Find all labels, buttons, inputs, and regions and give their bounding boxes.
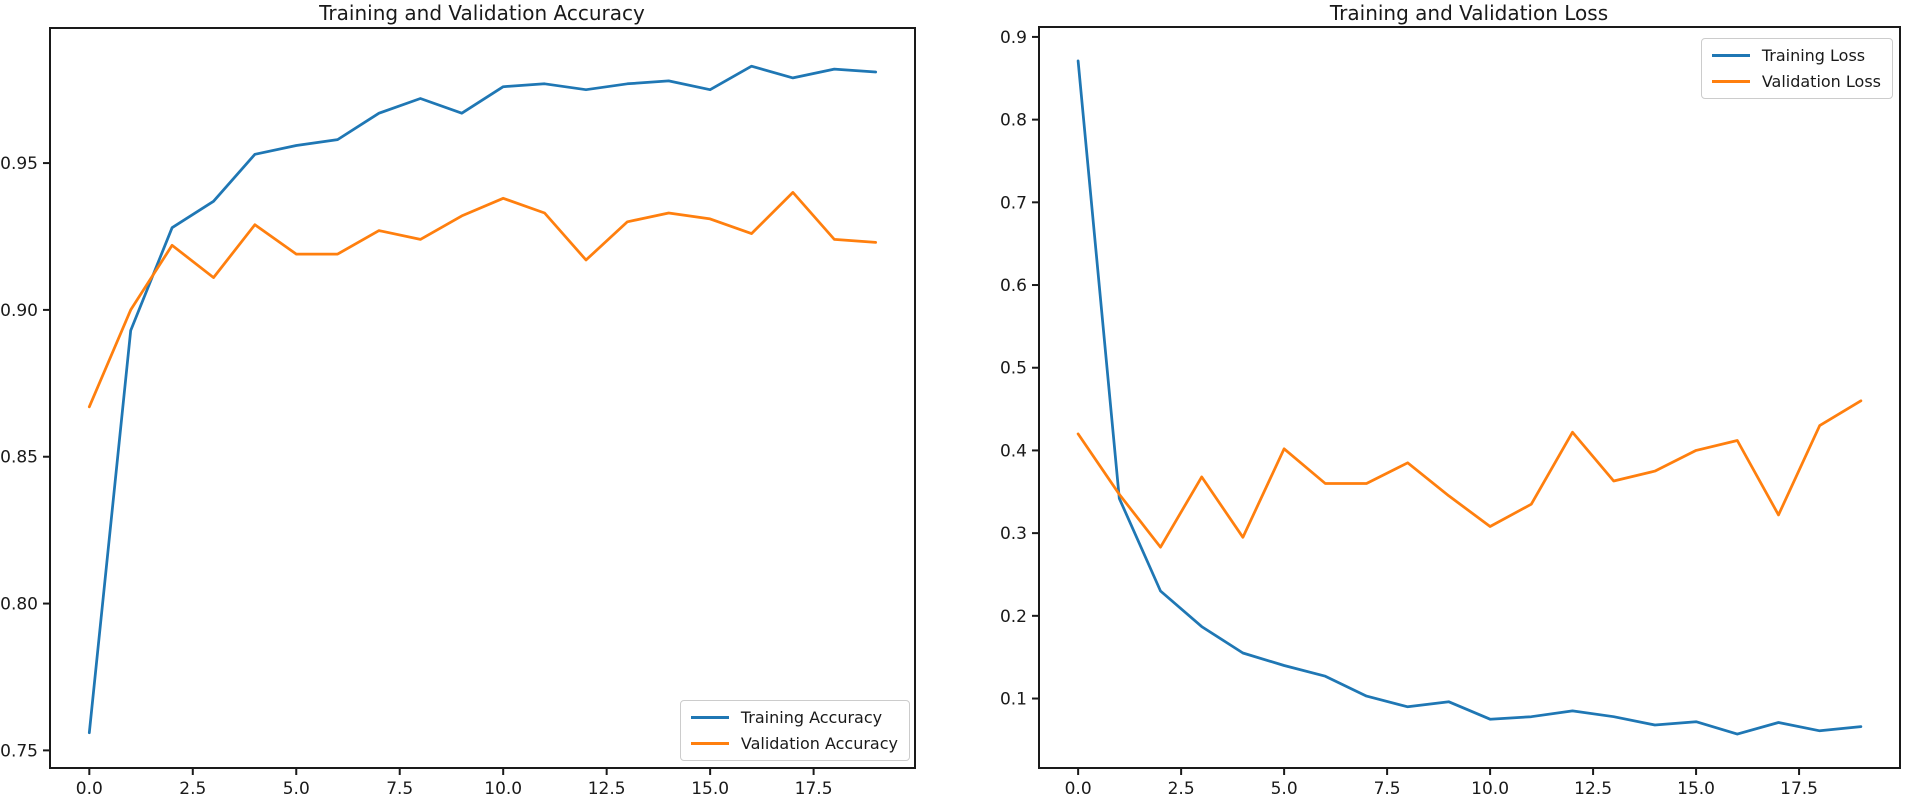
x-tick-label: 2.5 (1168, 779, 1195, 797)
training-loss-line (1076, 59, 1863, 736)
legend-entry-training-loss: Training Loss (1711, 46, 1881, 65)
x-tick-label: 10.0 (484, 779, 522, 797)
legend-entry-validation-loss: Validation Loss (1711, 72, 1881, 91)
y-tick-label: 0.95 (0, 154, 38, 174)
axes-spines (49, 27, 916, 769)
legend-label-training-loss: Training Loss (1761, 46, 1866, 65)
loss-chart-title: Training and Validation Loss (1329, 1, 1609, 25)
legend-label-validation-loss: Validation Loss (1761, 72, 1881, 91)
loss-legend: Training Loss Validation Loss (1700, 38, 1893, 99)
x-tick-label: 2.5 (179, 779, 206, 797)
x-tick-label: 17.5 (1780, 779, 1818, 797)
y-tick-label: 0.2 (1000, 607, 1027, 627)
validation-loss-line (1076, 399, 1863, 549)
y-tick-label: 0.1 (1000, 690, 1027, 710)
validation-accuracy-line-swatch (690, 742, 729, 745)
legend-label-validation-accuracy: Validation Accuracy (740, 734, 898, 753)
y-tick-label: 0.4 (1000, 441, 1027, 461)
x-tick-label: 12.5 (588, 779, 626, 797)
y-tick-label: 0.7 (1000, 193, 1027, 213)
legend-entry-training-accuracy: Training Accuracy (690, 708, 898, 727)
loss-chart: 0.0 2.5 5.0 7.5 10.0 12.5 15.0 17.5 0.1 0.2 0.3 0.4… (1000, 26, 1901, 797)
y-tick-label: 0.3 (1000, 524, 1027, 544)
validation-accuracy-line (87, 191, 878, 409)
accuracy-chart: 0.0 2.5 5.0 7.5 10.0 12.5 15.0 17.5 0.75 0.80 0.85… (0, 27, 916, 797)
y-tick-label: 0.6 (1000, 276, 1027, 296)
x-tick-label: 5.0 (1271, 779, 1298, 797)
y-tick-label: 0.90 (0, 301, 38, 321)
y-tick-label: 0.85 (0, 448, 38, 468)
x-tick-label: 10.0 (1471, 779, 1509, 797)
x-tick-label: 5.0 (283, 779, 310, 797)
x-tick-label: 17.5 (795, 779, 833, 797)
validation-loss-line-swatch (1711, 80, 1750, 83)
training-loss-line-swatch (1711, 54, 1750, 57)
x-tick-label: 0.0 (1065, 779, 1092, 797)
accuracy-chart-title: Training and Validation Accuracy (319, 1, 645, 25)
x-tick-label: 15.0 (691, 779, 729, 797)
training-accuracy-line (87, 64, 878, 735)
x-tick-label: 15.0 (1677, 779, 1715, 797)
accuracy-legend: Training Accuracy Validation Accuracy (679, 700, 910, 761)
x-tick-label: 0.0 (76, 779, 103, 797)
y-tick-label: 0.9 (1000, 28, 1027, 48)
legend-label-training-accuracy: Training Accuracy (740, 708, 883, 727)
axes-spines (1038, 26, 1901, 769)
y-tick-label: 0.80 (0, 595, 38, 615)
legend-entry-validation-accuracy: Validation Accuracy (690, 734, 898, 753)
training-accuracy-line-swatch (690, 716, 729, 719)
y-tick-label: 0.75 (0, 741, 38, 761)
x-tick-label: 7.5 (386, 779, 413, 797)
y-tick-label: 0.8 (1000, 111, 1027, 131)
y-tick-label: 0.5 (1000, 359, 1027, 379)
x-tick-label: 12.5 (1574, 779, 1612, 797)
x-tick-label: 7.5 (1374, 779, 1401, 797)
